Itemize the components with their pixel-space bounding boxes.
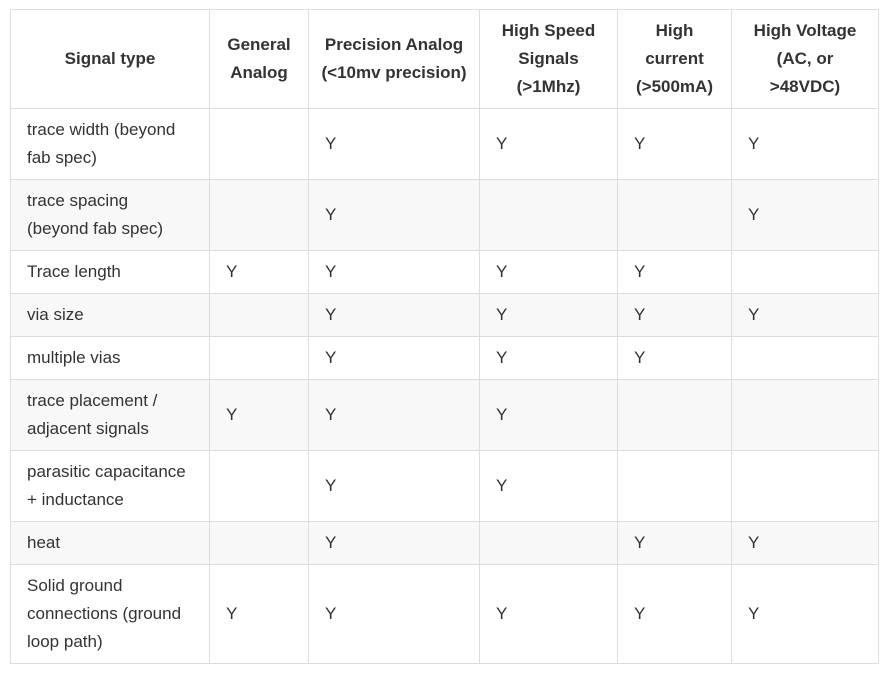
header-high-current: High current (>500mA) <box>617 9 732 109</box>
table-row: multiple vias Y Y Y <box>10 336 879 380</box>
precision-analog-cell: Y <box>308 179 480 251</box>
high-speed-cell: Y <box>479 108 618 180</box>
signal-type-cell: Solid ground connections (ground loop pa… <box>10 564 210 664</box>
precision-analog-cell: Y <box>308 336 480 380</box>
high-speed-cell: Y <box>479 250 618 294</box>
high-voltage-cell <box>731 250 879 294</box>
header-general-analog: General Analog <box>209 9 309 109</box>
table-row: trace spacing (beyond fab spec) Y Y <box>10 179 879 251</box>
high-current-cell: Y <box>617 293 732 337</box>
high-current-cell: Y <box>617 250 732 294</box>
general-analog-cell <box>209 293 309 337</box>
precision-analog-cell: Y <box>308 293 480 337</box>
table-row: via size Y Y Y Y <box>10 293 879 337</box>
general-analog-cell: Y <box>209 379 309 451</box>
high-voltage-cell: Y <box>731 564 879 664</box>
high-voltage-cell <box>731 379 879 451</box>
general-analog-cell <box>209 336 309 380</box>
high-voltage-cell: Y <box>731 179 879 251</box>
precision-analog-cell: Y <box>308 521 480 565</box>
signal-requirements-table: Signal type General Analog Precision Ana… <box>10 9 879 664</box>
table-header-row: Signal type General Analog Precision Ana… <box>10 9 879 109</box>
high-speed-cell: Y <box>479 293 618 337</box>
high-speed-cell <box>479 179 618 251</box>
precision-analog-cell: Y <box>308 379 480 451</box>
high-current-cell <box>617 450 732 522</box>
high-speed-cell: Y <box>479 379 618 451</box>
table-row: parasitic capacitance + inductance Y Y <box>10 450 879 522</box>
signal-type-cell: trace spacing (beyond fab spec) <box>10 179 210 251</box>
precision-analog-cell: Y <box>308 250 480 294</box>
signal-type-cell: heat <box>10 521 210 565</box>
high-current-cell: Y <box>617 336 732 380</box>
header-precision-analog: Precision Analog (<10mv precision) <box>308 9 480 109</box>
precision-analog-cell: Y <box>308 564 480 664</box>
high-voltage-cell <box>731 450 879 522</box>
high-speed-cell: Y <box>479 450 618 522</box>
high-current-cell <box>617 179 732 251</box>
general-analog-cell: Y <box>209 564 309 664</box>
table-row: trace placement / adjacent signals Y Y Y <box>10 379 879 451</box>
general-analog-cell <box>209 521 309 565</box>
high-voltage-cell: Y <box>731 521 879 565</box>
table-row: Trace length Y Y Y Y <box>10 250 879 294</box>
general-analog-cell <box>209 450 309 522</box>
general-analog-cell <box>209 108 309 180</box>
header-signal-type: Signal type <box>10 9 210 109</box>
general-analog-cell: Y <box>209 250 309 294</box>
header-high-voltage: High Voltage (AC, or >48VDC) <box>731 9 879 109</box>
high-speed-cell: Y <box>479 336 618 380</box>
precision-analog-cell: Y <box>308 450 480 522</box>
high-voltage-cell <box>731 336 879 380</box>
high-current-cell: Y <box>617 564 732 664</box>
signal-type-cell: trace width (beyond fab spec) <box>10 108 210 180</box>
high-current-cell <box>617 379 732 451</box>
signal-type-cell: parasitic capacitance + inductance <box>10 450 210 522</box>
signal-type-cell: via size <box>10 293 210 337</box>
signal-type-cell: Trace length <box>10 250 210 294</box>
signal-requirements-table-container: Signal type General Analog Precision Ana… <box>10 9 879 664</box>
precision-analog-cell: Y <box>308 108 480 180</box>
high-speed-cell: Y <box>479 564 618 664</box>
high-current-cell: Y <box>617 521 732 565</box>
table-row: trace width (beyond fab spec) Y Y Y Y <box>10 108 879 180</box>
table-row: heat Y Y Y <box>10 521 879 565</box>
table-row: Solid ground connections (ground loop pa… <box>10 564 879 664</box>
high-current-cell: Y <box>617 108 732 180</box>
high-speed-cell <box>479 521 618 565</box>
high-voltage-cell: Y <box>731 293 879 337</box>
general-analog-cell <box>209 179 309 251</box>
signal-type-cell: trace placement / adjacent signals <box>10 379 210 451</box>
signal-type-cell: multiple vias <box>10 336 210 380</box>
high-voltage-cell: Y <box>731 108 879 180</box>
header-high-speed-signals: High Speed Signals (>1Mhz) <box>479 9 618 109</box>
